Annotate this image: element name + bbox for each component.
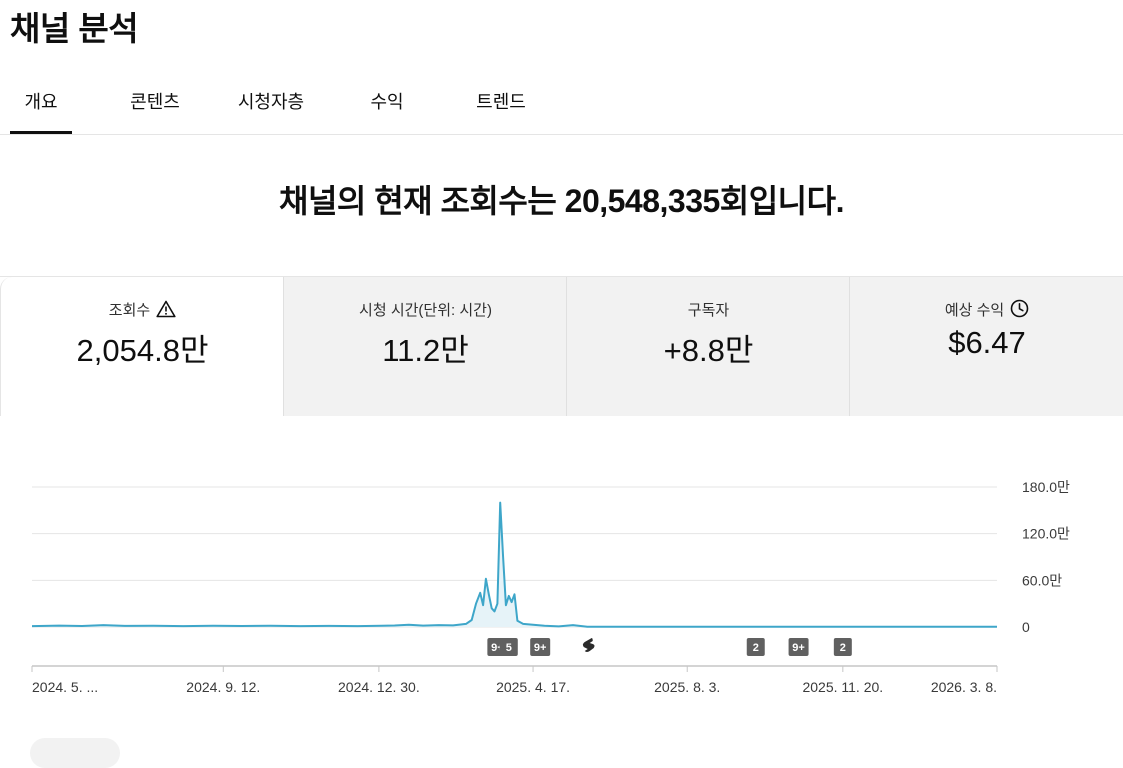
upload-marker-label: 9+ (534, 642, 547, 654)
more-button[interactable] (30, 738, 120, 768)
metric-label: 조회수 (108, 302, 151, 319)
tab-bar: 개요 콘텐츠 시청자층 수익 트렌드 (10, 70, 1123, 134)
x-tick-label: 2025. 8. 3. (654, 679, 720, 695)
upload-marker[interactable] (746, 638, 765, 656)
upload-marker-label: 5 (506, 642, 512, 654)
upload-marker[interactable] (499, 638, 518, 656)
metric-label: 예상 수익 (944, 302, 1005, 319)
warning-triangle-icon[interactable] (156, 300, 176, 322)
y-tick-label: 120.0만 (1022, 526, 1070, 542)
x-tick-label: 2024. 12. 30. (338, 679, 420, 695)
upload-marker-label: 2 (840, 642, 846, 654)
shorts-icon-shape (582, 638, 595, 652)
upload-marker[interactable] (530, 638, 551, 656)
x-tick-label: 2025. 4. 17. (496, 679, 570, 695)
y-tick-label: 0 (1022, 619, 1030, 635)
x-tick-label: 2025. 11. 20. (802, 679, 883, 695)
y-tick-label: 180.0만 (1022, 479, 1070, 495)
shorts-icon[interactable] (582, 638, 595, 652)
tab-trends[interactable]: 트렌드 (476, 92, 526, 112)
upload-marker-label: 2 (753, 642, 759, 654)
tab-revenue[interactable]: 수익 (370, 92, 404, 112)
upload-marker-label: 9+ (792, 642, 805, 654)
x-tick-label: 2024. 9. 12. (186, 679, 260, 695)
upload-marker[interactable] (788, 638, 809, 656)
x-tick-label: 2024. 5. ... (32, 679, 98, 695)
views-line-chart[interactable]: 0 60.0만 120.0만 180.0만 2024. 5. ... 2024. 9. 1… (0, 470, 1123, 705)
y-tick-label: 60.0만 (1022, 572, 1062, 588)
x-tick-label: 2026. 3. 8. (931, 679, 997, 695)
metric-label-row: 조회수 (1, 299, 284, 322)
metric-value: 2,054.8만 (76, 333, 209, 368)
metric-card-subscribers[interactable]: 구독자 +8.8만 (566, 277, 850, 416)
metric-cards: 조회수 2,054.8만 시청 시간(단위: 시간) 11.2만 구독자 +8.… (0, 276, 1123, 417)
metric-value: 11.2만 (382, 333, 469, 368)
metric-value: +8.8만 (663, 333, 754, 368)
tab-content[interactable]: 콘텐츠 (130, 92, 180, 112)
tab-audience[interactable]: 시청자층 (237, 92, 305, 112)
tab-divider (0, 134, 1123, 135)
metric-label: 구독자 (687, 302, 730, 319)
clock-icon[interactable] (1010, 299, 1029, 322)
metric-card-views[interactable]: 조회수 2,054.8만 (0, 277, 284, 416)
metric-value: $6.47 (948, 325, 1026, 360)
metric-label: 시청 시간(단위: 시간) (359, 302, 492, 319)
tab-overview[interactable]: 개요 (10, 70, 72, 134)
metric-card-watch-time[interactable]: 시청 시간(단위: 시간) 11.2만 (283, 277, 567, 416)
page-title: 채널 분석 (10, 10, 139, 47)
metric-card-revenue[interactable]: 예상 수익 $6.47 (849, 277, 1123, 416)
headline-total-views: 채널의 현재 조회수는 20,548,335회입니다. (279, 183, 844, 219)
series-line (31, 501, 997, 628)
series-area (32, 502, 997, 627)
upload-marker[interactable] (833, 638, 852, 656)
metric-label-row: 예상 수익 (850, 299, 1123, 322)
